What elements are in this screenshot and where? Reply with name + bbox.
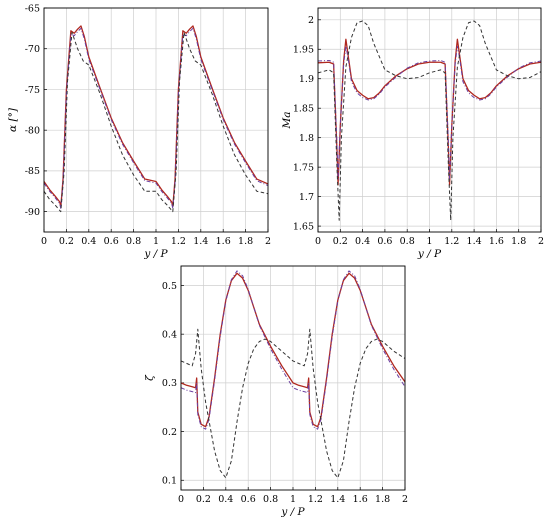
x-axis-label: y / P: [417, 248, 442, 260]
x-tick-label: 1.8: [375, 494, 390, 505]
x-tick-label: 0.2: [59, 236, 74, 247]
x-tick-label: 0.8: [400, 236, 415, 247]
x-tick-label: 1.4: [467, 236, 482, 247]
y-axis-label: ζ: [144, 374, 156, 381]
x-tick-label: 0.6: [104, 236, 119, 247]
panel-alpha: 0 0.2 0.4 0.6 0.8 1 1.2 1.4 1.6 1.8 2 -90 -85 -80 -75 -…: [7, 3, 271, 260]
series-line-dashed: [318, 20, 541, 221]
series-line-dashed: [44, 31, 268, 213]
series-line-dashdot: [318, 45, 541, 180]
x-tick-label: 0: [41, 236, 47, 247]
y-tick-label: -65: [25, 3, 40, 14]
x-tick-label: 1.2: [171, 236, 186, 247]
x-tick-label: 1.2: [444, 236, 459, 247]
series-line-solid: [44, 25, 268, 208]
y-tick-label: 1.7: [299, 192, 314, 203]
y-tick-label: -90: [25, 207, 40, 218]
x-tick-label: 1: [153, 236, 159, 247]
x-tick-label: 0.8: [263, 494, 278, 505]
y-tick-label: 1.8: [299, 133, 314, 144]
x-tick-label: 1.6: [353, 494, 368, 505]
x-axis-label: y / P: [143, 248, 168, 260]
y-tick-label: 0.3: [162, 378, 177, 389]
x-tick-label: 0.8: [126, 236, 141, 247]
x-tick-label: 0.2: [333, 236, 348, 247]
axes-frame: [317, 7, 542, 233]
series-line-dashdot: [44, 27, 268, 209]
x-tick-label: 2: [538, 236, 544, 247]
x-tick-label: 2: [265, 236, 271, 247]
series-line-solid: [318, 38, 541, 186]
y-tick-label: 1.65: [293, 221, 314, 232]
y-tick-label: 0.1: [162, 476, 177, 487]
axes-frame: [43, 7, 269, 233]
x-tick-label: 1: [290, 494, 296, 505]
x-tick-label: 1.4: [193, 236, 208, 247]
x-tick-label: 0: [315, 236, 321, 247]
x-tick-label: 0.4: [218, 494, 233, 505]
y-tick-label: -85: [25, 166, 40, 177]
y-tick-label: 1.9: [299, 74, 314, 85]
x-tick-label: 0.6: [241, 494, 256, 505]
x-tick-label: 0.4: [355, 236, 370, 247]
y-tick-label: 0.2: [162, 427, 177, 438]
y-axis-label: Ma: [281, 111, 293, 129]
x-tick-label: 1.6: [489, 236, 504, 247]
y-axis-label: α [°]: [7, 107, 19, 132]
y-tick-label: -70: [25, 44, 40, 55]
y-tick-label: 0.4: [162, 329, 177, 340]
x-tick-label: 1.4: [330, 494, 345, 505]
series-line-dashed: [181, 328, 405, 479]
y-tick-label: 1.95: [293, 45, 314, 56]
x-tick-label: 1.2: [308, 494, 323, 505]
x-tick-label: 0: [178, 494, 184, 505]
y-tick-label: -75: [25, 85, 40, 96]
x-tick-label: 2: [402, 494, 408, 505]
y-tick-label: 1.75: [293, 162, 314, 173]
x-tick-label: 0.2: [196, 494, 211, 505]
series-line-solid: [181, 272, 405, 428]
x-tick-label: 0.6: [377, 236, 392, 247]
y-tick-label: 0.5: [162, 281, 177, 292]
panel-mach: 0 0.2 0.4 0.6 0.8 1 1.2 1.4 1.6 1.8 2 1.65 1.7 1.75 1.…: [281, 7, 544, 260]
y-tick-label: 2: [308, 15, 314, 26]
x-tick-label: 1.6: [216, 236, 231, 247]
x-tick-label: 1.8: [238, 236, 253, 247]
y-tick-label: 1.85: [293, 104, 314, 115]
x-tick-label: 0.4: [81, 236, 96, 247]
axes-frame: [180, 265, 406, 491]
x-tick-label: 1.8: [511, 236, 526, 247]
y-tick-label: -80: [25, 125, 40, 136]
panel-zeta: 0 0.2 0.4 0.6 0.8 1 1.2 1.4 1.6 1.8 2 0.1 0.2 0.3 0.4 0…: [144, 265, 408, 518]
x-tick-label: 1: [426, 236, 432, 247]
x-axis-label: y / P: [280, 506, 305, 518]
